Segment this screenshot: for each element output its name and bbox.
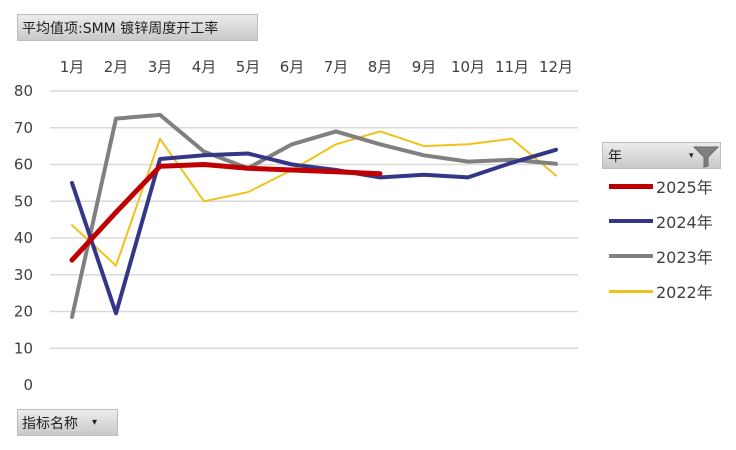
x-tick-label: 10月 — [451, 58, 485, 76]
series-line-2022年 — [71, 130, 557, 267]
value-field-label: 平均值项:SMM 镀锌周度开工率 — [22, 20, 219, 37]
x-axis-ticks: 1月 2月 3月 4月 5月 6月 7月 8月 9月 10月 11月 12月 — [60, 58, 573, 76]
x-tick-label: 9月 — [412, 58, 437, 76]
legend-label: 2025年 — [656, 178, 713, 197]
y-tick-label: 60 — [14, 156, 33, 174]
series-line-2025年 — [69, 162, 383, 263]
y-tick-label: 50 — [14, 192, 33, 210]
series-lines — [69, 112, 558, 319]
legend-label: 2022年 — [656, 283, 713, 302]
x-tick-label: 12月 — [539, 58, 573, 76]
x-tick-label: 4月 — [192, 58, 217, 76]
axis-field-button[interactable]: 指标名称 ▾ — [17, 409, 118, 436]
legend-field-label: 年 — [608, 148, 622, 165]
x-tick-label: 2月 — [104, 58, 129, 76]
legend-label: 2024年 — [656, 213, 713, 232]
x-tick-label: 1月 — [60, 58, 85, 76]
series-line-2023年 — [70, 112, 558, 319]
legend-swatch — [609, 289, 653, 293]
legend-swatch — [609, 183, 653, 189]
y-tick-label: 30 — [14, 266, 33, 284]
legend-label: 2023年 — [656, 248, 713, 267]
legend-item: 2022年 — [609, 281, 713, 302]
y-tick-label: 80 — [14, 82, 33, 100]
series-line-2024年 — [70, 147, 558, 316]
x-tick-label: 5月 — [236, 58, 261, 76]
value-field-button[interactable]: 平均值项:SMM 镀锌周度开工率 — [17, 14, 258, 41]
x-tick-label: 11月 — [495, 58, 529, 76]
legend-swatch — [609, 219, 653, 223]
legend-swatch — [609, 254, 653, 258]
y-tick-label: 40 — [14, 229, 33, 247]
legend-item: 2025年 — [609, 176, 713, 197]
gridlines — [50, 90, 578, 349]
x-tick-label: 8月 — [368, 58, 393, 76]
y-axis-ticks: 0 10 20 30 40 50 60 70 80 — [14, 82, 33, 394]
y-tick-label: 70 — [14, 119, 33, 137]
filter-funnel-icon[interactable] — [693, 146, 719, 168]
legend-field-button[interactable]: 年 ▾ — [602, 142, 721, 169]
x-tick-label: 7月 — [324, 58, 349, 76]
y-tick-label: 10 — [14, 339, 33, 357]
x-tick-label: 6月 — [280, 58, 305, 76]
legend-item: 2024年 — [609, 211, 713, 232]
y-tick-label: 20 — [14, 303, 33, 321]
dropdown-caret-icon[interactable]: ▾ — [689, 151, 694, 161]
axis-field-label: 指标名称 — [22, 415, 78, 432]
dropdown-caret-icon[interactable]: ▾ — [92, 417, 98, 428]
y-tick-label: 0 — [23, 376, 33, 394]
legend-item: 2023年 — [609, 246, 713, 267]
x-tick-label: 3月 — [148, 58, 173, 76]
